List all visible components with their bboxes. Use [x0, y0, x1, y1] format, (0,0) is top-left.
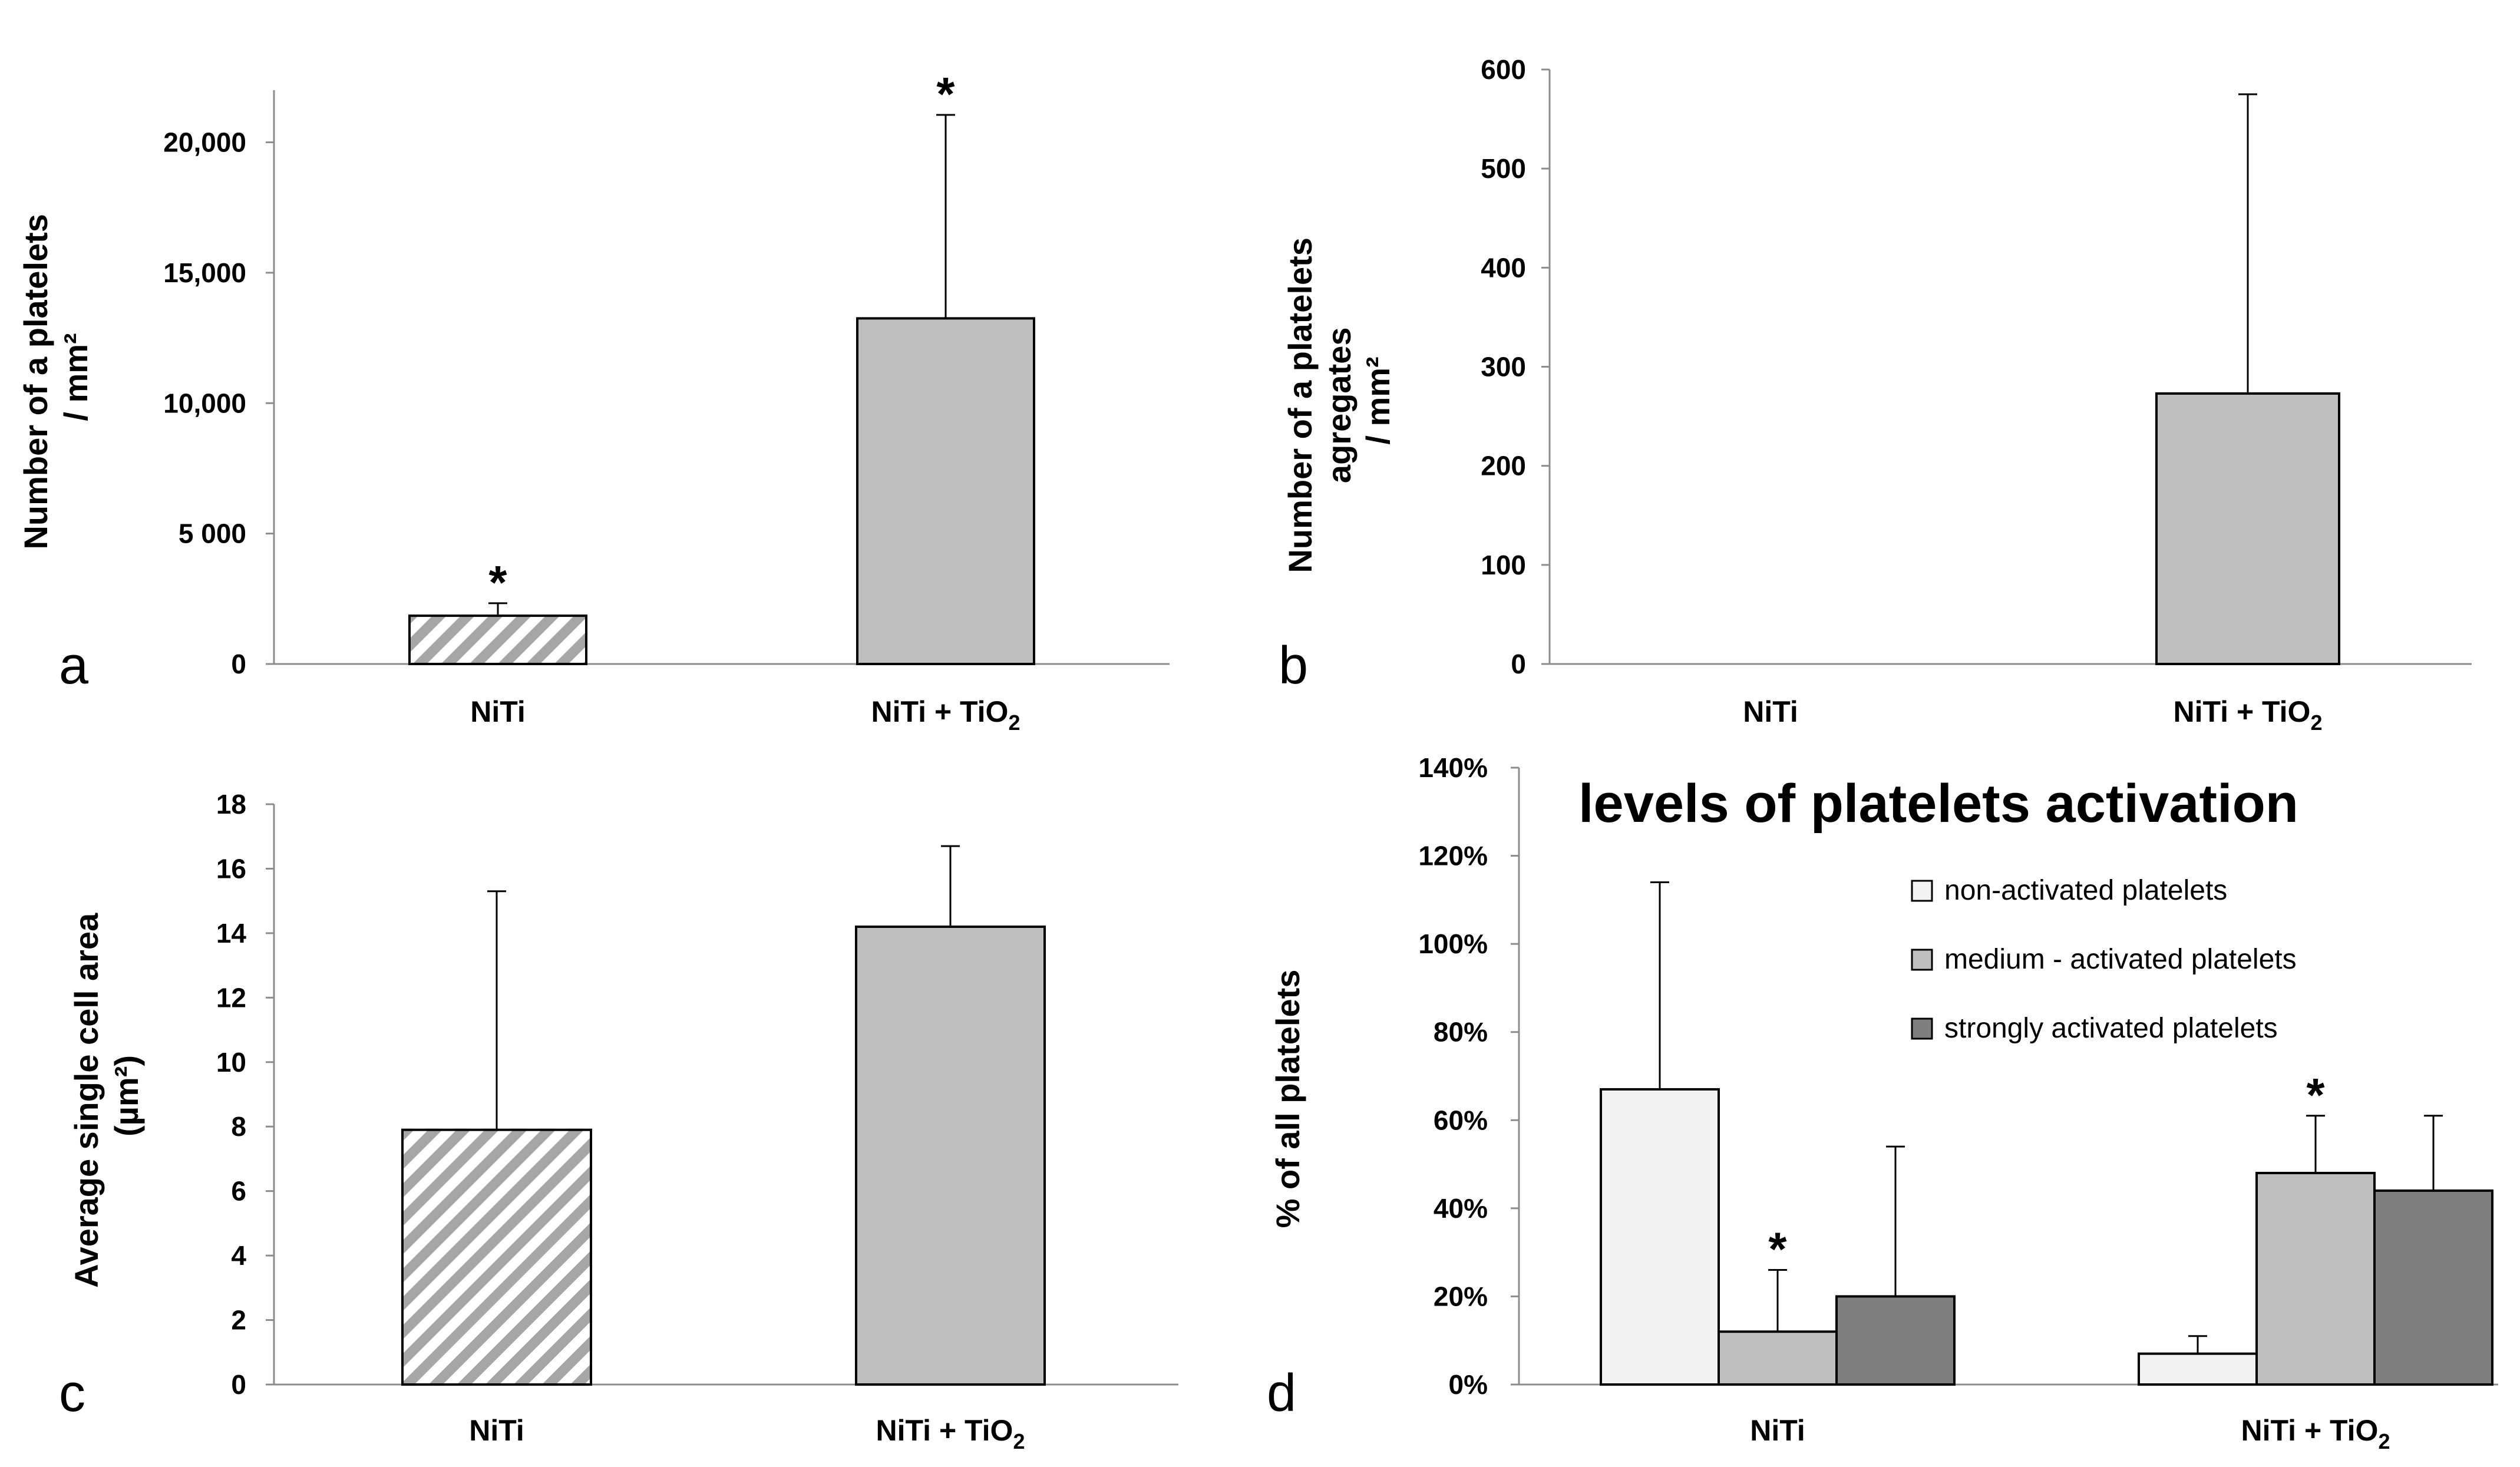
panel-b-y-tick-label: 500 — [1481, 153, 1526, 184]
panel-d-category-label: NiTi + TiO2 — [2241, 1414, 2390, 1453]
panel-d-stars: ** — [1768, 1069, 2325, 1276]
panel-d-categories: NiTi NiTi + TiO2 — [1750, 1414, 2390, 1453]
panel-d-y-tick-label: 100% — [1418, 929, 1488, 959]
panel-b-y-tick-label: 400 — [1481, 252, 1526, 283]
panel-d-y-tick-label: 40% — [1434, 1193, 1488, 1224]
panel-d-category-label: NiTi — [1750, 1414, 1805, 1447]
legend-label: medium - activated platelets — [1944, 944, 2297, 975]
panel-b-y-tick-label: 600 — [1481, 54, 1526, 85]
panel-c-bar-1 — [855, 925, 1046, 1386]
legend-swatch — [1911, 880, 1933, 902]
panel-d-y-axis-label: % of all platelets — [1269, 970, 1306, 1228]
panel-a-category-label: NiTi — [470, 695, 526, 728]
panel-b-categories: NiTi NiTi + TiO2 — [1743, 695, 2322, 735]
panel-c-y-tick-label: 10 — [216, 1047, 246, 1078]
panel-d-y-tick-label: 140% — [1418, 752, 1488, 783]
panel-a-bar-0 — [408, 614, 587, 666]
panel-c-y-tick-label: 12 — [216, 982, 246, 1013]
panel-a-y-tick-label: 0 — [231, 649, 246, 679]
panel-b-category-label: NiTi — [1743, 695, 1798, 728]
panel-b-bar-1 — [2155, 392, 2340, 666]
panel-d-errors — [1650, 881, 2443, 1354]
panel-a-y-axis-label-line1: Number of a platelets — [17, 214, 54, 549]
legend-swatch — [1911, 1017, 1933, 1040]
panel-a-stars: ** — [488, 68, 955, 609]
panel-d-bar-0-1 — [1718, 1330, 1838, 1386]
panel-a-bars — [408, 317, 1035, 666]
panel-a-significance-1: * — [936, 68, 955, 120]
panel-d: d 0%20%40%60%80%100%120%140% ** NiTi NiTi… — [1267, 752, 2498, 1453]
panel-c-bar-0 — [401, 1128, 592, 1386]
panel-c-category-label: NiTi — [469, 1414, 524, 1447]
panel-d-y-tick-label: 60% — [1434, 1105, 1488, 1135]
panel-a-y-tick-label: 15,000 — [163, 257, 246, 288]
panel-c-y-tick-label: 16 — [216, 853, 246, 884]
panel-d-bar-1-2 — [2373, 1189, 2493, 1386]
panel-b-y-tick-label: 100 — [1481, 550, 1526, 580]
panel-d-letter: d — [1267, 1364, 1296, 1423]
panel-b-errors — [2238, 93, 2257, 394]
panel-d-bar-0-2 — [1835, 1295, 1956, 1386]
panel-a-y-tick-label: 20,000 — [163, 127, 246, 158]
panel-c-y-tick-label: 2 — [231, 1305, 246, 1336]
panel-a-y-tick-label: 10,000 — [163, 388, 246, 418]
panel-d-chart-title: levels of platelets activation — [1578, 774, 2298, 834]
panel-c-y-axis-label: Average single cell area (µm²) — [68, 904, 145, 1288]
panel-b-y-tick-label: 0 — [1511, 649, 1526, 679]
legend-label: strongly activated platelets — [1944, 1013, 2278, 1044]
panel-b-y-tick-label: 200 — [1481, 451, 1526, 481]
panel-a-errors — [488, 114, 955, 616]
panel-c-categories: NiTi NiTi + TiO2 — [469, 1414, 1025, 1453]
panel-c: c 0 2 4 6 8 10 12 14 16 18 NiTi NiTi + TiO2 Averag… — [59, 789, 1178, 1453]
panel-c-y-axis-label-line1: Average single cell area — [68, 913, 105, 1288]
panel-a-y-axis-label: Number of a platelets / mm² — [17, 204, 94, 549]
panel-b-y-axis-label: Number of a platelets agregates / mm² — [1282, 228, 1396, 573]
panel-c-letter: c — [59, 1364, 85, 1423]
panel-b-y-ticks: 0 100 200 300 400 500 600 — [1481, 54, 1550, 679]
panel-b-y-axis-label-line1: Number of a platelets — [1282, 237, 1319, 573]
panel-c-y-tick-label: 18 — [216, 789, 246, 820]
panel-c-y-tick-label: 8 — [231, 1111, 246, 1142]
panel-d-y-tick-label: 120% — [1418, 841, 1488, 871]
panel-b: b 0 100 200 300 400 500 600 NiTi NiTi + TiO2 Nu… — [1279, 54, 2472, 735]
panel-a-y-axis-label-line2: / mm² — [57, 333, 94, 421]
panel-c-bars — [401, 925, 1046, 1386]
legend-label: non-activated platelets — [1944, 875, 2227, 906]
panel-d-bar-1-1 — [2255, 1172, 2376, 1386]
panel-c-y-tick-label: 6 — [231, 1176, 246, 1207]
panel-d-y-tick-label: 0% — [1449, 1369, 1488, 1400]
panel-c-y-ticks: 0 2 4 6 8 10 12 14 16 18 — [216, 789, 274, 1400]
panel-a-letter: a — [59, 636, 89, 695]
panel-b-y-axis-label-line2: agregates — [1320, 327, 1358, 483]
panel-a-categories: NiTi NiTi + TiO2 — [470, 695, 1020, 735]
panel-d-bars — [1600, 1088, 2493, 1386]
panel-c-category-label: NiTi + TiO2 — [876, 1414, 1025, 1453]
panel-d-y-ticks: 0% 20% 40% 60% 80% 100% 120% 140% — [1418, 752, 1519, 1400]
panel-c-errors — [487, 845, 960, 1130]
panel-d-significance-1-1: * — [2306, 1069, 2325, 1121]
panel-d-legend: non-activated platelets medium - activate… — [1911, 875, 2297, 1044]
panel-b-category-label: NiTi + TiO2 — [2174, 695, 2323, 735]
panel-d-y-tick-label: 20% — [1434, 1281, 1488, 1311]
legend-swatch — [1911, 949, 1933, 971]
panel-d-bar-1-0 — [2138, 1352, 2258, 1386]
panel-d-y-tick-label: 80% — [1434, 1017, 1488, 1048]
panel-d-bar-0-0 — [1600, 1088, 1720, 1386]
panel-a-y-ticks: 0 5 000 10,000 15,000 20,000 — [163, 127, 274, 679]
panel-d-significance-0-1: * — [1768, 1223, 1787, 1276]
panel-c-y-tick-label: 4 — [231, 1240, 246, 1271]
panel-c-y-tick-label: 14 — [216, 918, 247, 949]
panel-a-category-label: NiTi + TiO2 — [871, 695, 1020, 735]
panel-c-y-tick-label: 0 — [231, 1369, 246, 1400]
panel-b-y-tick-label: 300 — [1481, 352, 1526, 382]
panel-b-y-axis-label-line3: / mm² — [1359, 356, 1396, 444]
panel-c-y-axis-label-line2: (µm²) — [108, 1055, 145, 1136]
panel-a-y-tick-label: 5 000 — [179, 518, 246, 549]
panel-a-bar-1 — [856, 317, 1035, 665]
panel-b-bars — [2155, 392, 2340, 666]
panel-a-significance-0: * — [488, 556, 507, 609]
panel-b-letter: b — [1279, 636, 1308, 695]
